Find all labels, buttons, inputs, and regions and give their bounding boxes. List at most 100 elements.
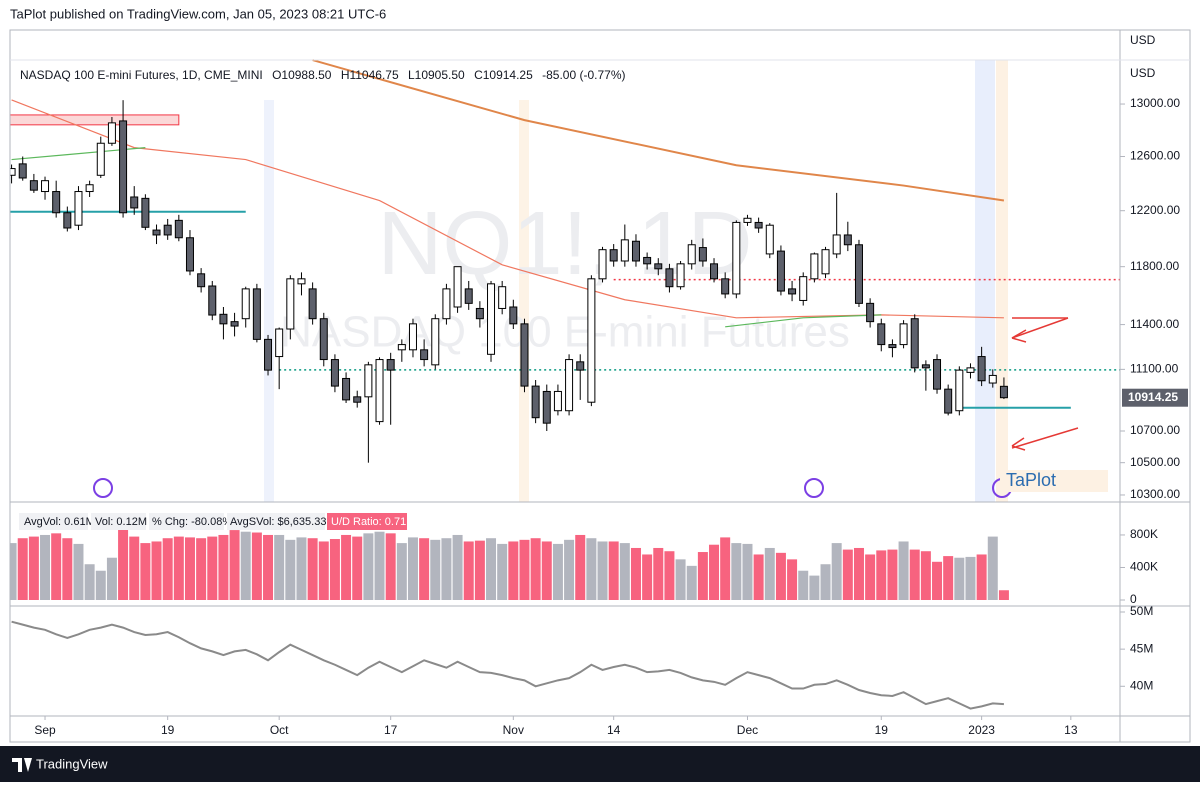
volume-bar [653, 547, 664, 600]
candle-body [587, 278, 596, 403]
volume-bar [474, 540, 485, 600]
y-tick-label: 10700.00 [1130, 423, 1180, 437]
axes: Sep 19 Oct 17 Nov 14 Dec 19 2023 13 13000.00 12600.… [34, 96, 1188, 737]
candle-body [386, 359, 395, 371]
candle-body [96, 142, 105, 176]
y-tick-label: 13000.00 [1130, 96, 1180, 110]
volume-bar [218, 534, 229, 600]
volume-bar [686, 565, 697, 600]
candle-body [565, 359, 574, 412]
volume-bar [51, 533, 62, 600]
candle-body [308, 288, 317, 320]
candle-body [408, 323, 417, 351]
volume-bar [965, 556, 976, 600]
y-tick-label: 12600.00 [1130, 149, 1180, 163]
event-icon [93, 478, 113, 498]
volume-bar [140, 543, 151, 600]
volume-bar [943, 556, 954, 600]
stat: AvgSVol: $6,635.33M [230, 516, 336, 528]
y-tick-label: 0 [1130, 592, 1137, 606]
volume-bar [240, 531, 251, 600]
ohlc: O10988.50 [272, 68, 332, 82]
volume-bar [597, 541, 608, 600]
volume-bar [642, 554, 653, 600]
stat-box [227, 513, 325, 530]
volume-bar [207, 536, 218, 600]
annotation-arrows [1011, 317, 1079, 451]
candle-body [152, 229, 161, 236]
volume-bar [363, 533, 374, 600]
candle-body [520, 323, 529, 387]
volume-bar [709, 544, 720, 600]
volume-bar [932, 561, 943, 600]
candle-body [710, 263, 719, 280]
price-panel [10, 59, 1120, 463]
event-icon [804, 478, 824, 498]
candle-body [799, 276, 808, 301]
x-tick-label: Dec [737, 723, 758, 737]
candle-body [609, 249, 618, 262]
stat-box [149, 513, 224, 530]
candle-body [286, 278, 295, 330]
candle-body [553, 390, 562, 412]
candle-body [821, 249, 830, 275]
candle-body [342, 377, 351, 401]
currency: USD [1130, 66, 1156, 80]
volume-bar [564, 539, 575, 600]
logo: TaPlot [1006, 470, 1056, 490]
candle-body [442, 288, 451, 320]
candle-body [854, 244, 863, 304]
x-tick-label: 2023 [968, 723, 995, 737]
candle-body [910, 318, 919, 369]
candle-body [252, 288, 261, 340]
candle-body [743, 217, 752, 223]
volume-bar [40, 534, 51, 600]
y-tick-label: 11400.00 [1130, 317, 1179, 331]
candle-body [18, 163, 27, 179]
candle-body [988, 374, 997, 384]
candle-body [397, 344, 406, 351]
x-tick-label: 13 [1064, 723, 1078, 737]
volume-bar [285, 539, 296, 600]
volume-bar [396, 543, 407, 600]
y-tick-label: 11800.00 [1130, 259, 1179, 273]
y-tick-label: 11100.00 [1130, 362, 1179, 376]
volume-bar [196, 538, 207, 600]
candle-body [208, 285, 217, 316]
footer-logo [12, 758, 32, 772]
candle-body [163, 224, 172, 236]
volume-bar [73, 543, 84, 600]
volume-bar [987, 536, 998, 600]
volume-bar [263, 534, 274, 600]
candle-body [264, 338, 273, 371]
footer-bar [0, 746, 1200, 782]
candle-body [676, 263, 685, 288]
session-band [996, 60, 1008, 502]
candle-body [52, 191, 61, 214]
candle-body [10, 168, 16, 176]
ohlc: H11046.75 [341, 68, 399, 82]
ohlc: L10905.50 [408, 68, 465, 82]
volume-bar [274, 534, 285, 600]
x-tick-label: 19 [875, 723, 889, 737]
candle-body [174, 219, 183, 239]
candle-body [431, 318, 440, 366]
volume-bar [898, 541, 909, 600]
candle-body [698, 247, 707, 262]
last-price-label: 10914.25 [1128, 390, 1178, 404]
volume-bar [441, 538, 452, 600]
volume-bar [329, 539, 340, 600]
candle-body [453, 266, 462, 308]
candle-body [776, 250, 785, 292]
stat-box [19, 513, 88, 530]
candle-body [297, 278, 306, 285]
candle-body [843, 234, 852, 246]
volume-bar [374, 531, 385, 600]
volume-bar [419, 538, 430, 600]
volume-bar [463, 541, 474, 600]
volume-bar [787, 559, 798, 600]
volume-bar [909, 549, 920, 600]
candle-body [353, 396, 362, 403]
candle-body [966, 367, 975, 373]
volume-bar [508, 541, 519, 600]
